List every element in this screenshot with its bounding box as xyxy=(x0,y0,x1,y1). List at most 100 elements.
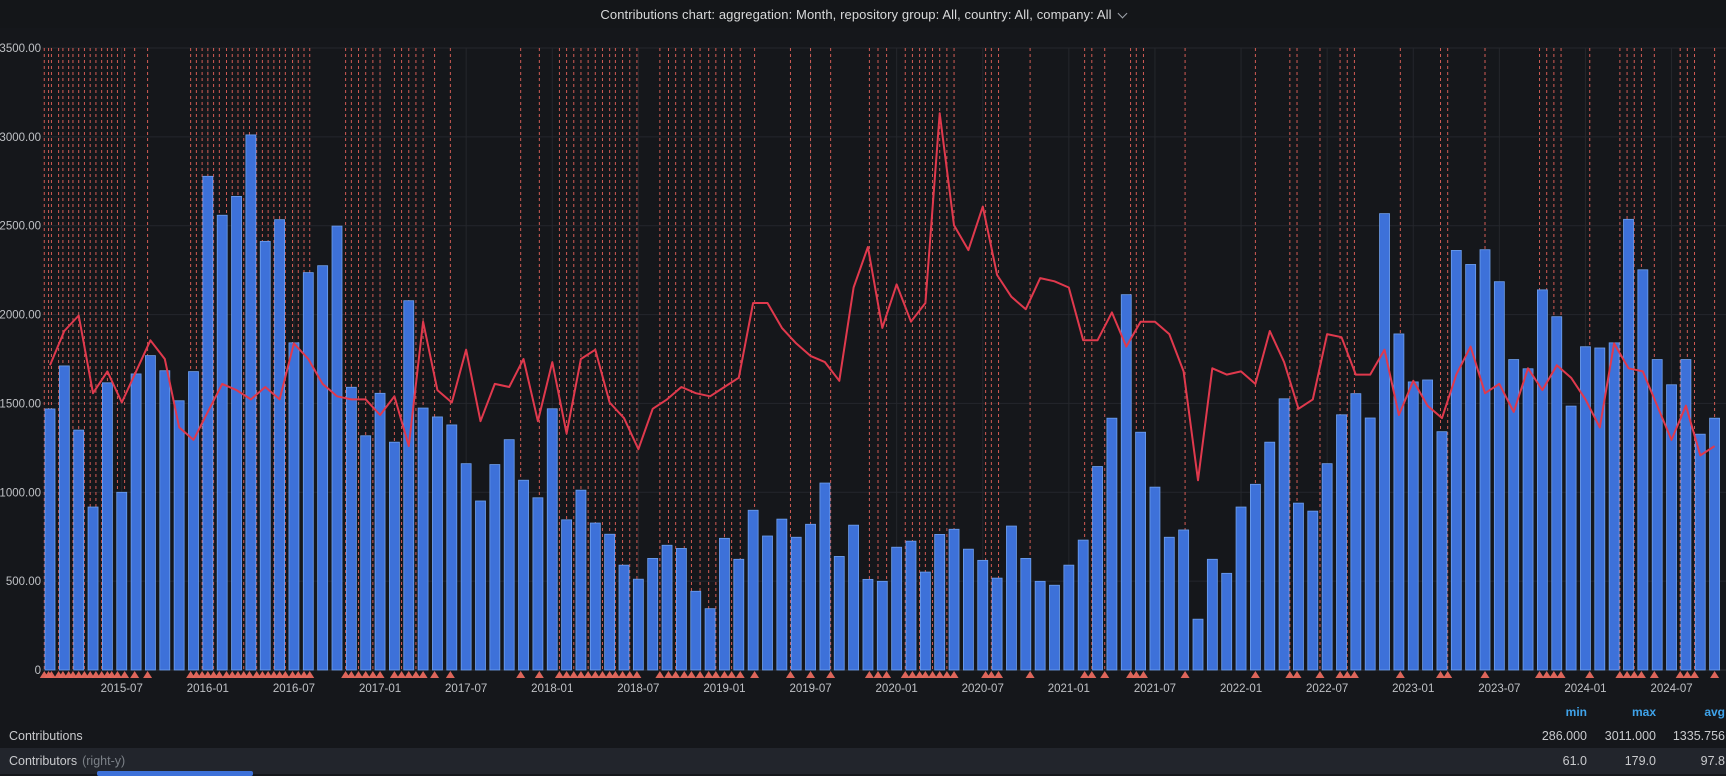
annotation-marker-icon xyxy=(1335,671,1345,678)
contributions-bar xyxy=(432,416,443,671)
y-axis-tick-label: 0 xyxy=(35,665,41,677)
annotation-marker-icon xyxy=(554,671,564,678)
contributions-bar xyxy=(1565,405,1577,671)
annotation-marker-icon xyxy=(1087,671,1097,678)
x-axis-tick-label: 2019-07 xyxy=(789,683,831,695)
annotation-marker-icon xyxy=(1585,671,1595,678)
contributions-bar xyxy=(1293,502,1304,671)
chart-area[interactable]: 3500.00 3000.00 2500.00 2000.00 1500.00 1000.… xyxy=(0,28,1726,700)
contributions-bar xyxy=(1422,379,1433,671)
contributions-bar xyxy=(762,535,773,671)
contributions-bar xyxy=(1651,359,1663,671)
chevron-down-icon[interactable] xyxy=(1117,8,1128,18)
contributions-bar xyxy=(403,300,415,671)
annotation-marker-icon xyxy=(214,671,224,678)
annotation-marker-icon xyxy=(1682,671,1692,678)
contributors-line xyxy=(49,112,1716,482)
annotation-marker-icon xyxy=(949,671,959,678)
annotation-marker-icon xyxy=(252,671,262,678)
y-axis-tick-label: 3500.00 xyxy=(0,43,41,55)
legend-scrollbar-thumb[interactable] xyxy=(97,771,253,776)
annotation-marker-icon xyxy=(368,671,378,678)
contributions-bar xyxy=(1680,359,1692,671)
legend-series-contributions[interactable]: Contributions xyxy=(9,729,83,743)
annotation-marker-icon xyxy=(361,671,371,678)
contributions-bar xyxy=(919,571,931,671)
annotation-marker-icon xyxy=(143,671,153,678)
panel-title-bar[interactable]: Contributions chart: aggregation: Month,… xyxy=(0,0,1726,28)
legend-header-min[interactable]: min xyxy=(1565,705,1587,719)
contributions-bar xyxy=(1450,250,1462,671)
annotation-marker-icon xyxy=(663,671,673,678)
annotation-marker-icon xyxy=(785,671,795,678)
contributions-bar xyxy=(374,392,386,671)
contributors-min-value: 61.0 xyxy=(1562,754,1587,768)
annotation-marker-icon xyxy=(299,671,309,678)
annotation-marker-icon xyxy=(750,671,760,678)
contributions-bar xyxy=(518,479,529,671)
contributions-bar xyxy=(1522,368,1534,671)
contributions-bar xyxy=(331,225,343,671)
annotation-marker-icon xyxy=(74,671,84,678)
annotation-marker-icon xyxy=(275,671,285,678)
legend-header-avg[interactable]: avg xyxy=(1704,705,1725,719)
x-axis-tick-label: 2017-01 xyxy=(359,683,401,695)
contributors-avg-value: 97.8 xyxy=(1700,754,1725,768)
annotation-marker-icon xyxy=(920,671,930,678)
annotation-marker-icon xyxy=(203,671,213,678)
annotation-marker-icon xyxy=(632,671,642,678)
annotation-marker-icon xyxy=(695,671,705,678)
contributions-bar xyxy=(274,219,286,671)
annotation-marker-icon xyxy=(411,671,421,678)
annotation-marker-icon xyxy=(107,671,117,678)
annotation-marker-icon xyxy=(1690,671,1700,678)
x-axis-tick-label: 2017-07 xyxy=(445,683,487,695)
contributions-bar xyxy=(733,558,745,671)
annotation-marker-icon xyxy=(445,671,455,678)
legend-series-contributors[interactable]: Contributors xyxy=(9,754,78,768)
annotation-marker-icon xyxy=(233,671,243,678)
contributions-bar xyxy=(1192,618,1204,671)
contributions-bar xyxy=(1206,558,1218,671)
contributions-bar xyxy=(1393,333,1405,671)
annotation-marker-icon xyxy=(671,671,681,678)
x-axis-tick-label: 2023-01 xyxy=(1392,683,1434,695)
annotation-marker-icon xyxy=(1710,671,1720,678)
annotation-marker-icon xyxy=(1622,671,1632,678)
annotation-marker-icon xyxy=(389,671,399,678)
annotation-marker-icon xyxy=(269,671,279,678)
contributions-bar xyxy=(934,534,946,671)
x-axis-tick-label: 2016-07 xyxy=(273,683,315,695)
panel-title: Contributions chart: aggregation: Month,… xyxy=(600,6,1112,22)
contributions-bar xyxy=(1666,384,1677,671)
contributions-bar xyxy=(647,557,659,671)
annotation-marker-icon xyxy=(1292,671,1302,678)
contributions-bar xyxy=(417,407,429,671)
annotation-marker-icon xyxy=(610,671,620,678)
contributions-bar xyxy=(489,464,501,671)
contributions-bar xyxy=(561,519,572,671)
annotation-marker-icon xyxy=(711,671,721,678)
contributions-bar xyxy=(460,463,472,671)
y-axis-tick-label: 2500.00 xyxy=(0,221,41,233)
contributions-chart-canvas[interactable]: 3500.00 3000.00 2500.00 2000.00 1500.00 1000.… xyxy=(0,28,1726,700)
contributions-bar xyxy=(116,491,128,671)
contributions-bar xyxy=(1106,417,1118,671)
contributions-bar xyxy=(288,342,300,671)
x-axis-tick-label: 2022-01 xyxy=(1220,683,1262,695)
x-axis-tick-label: 2020-01 xyxy=(876,683,918,695)
annotation-marker-icon xyxy=(197,671,207,678)
x-axis-tick-label: 2018-07 xyxy=(617,683,659,695)
annotation-marker-icon xyxy=(288,671,298,678)
contributions-bar xyxy=(833,556,845,671)
contributions-bar xyxy=(819,482,831,671)
contributions-bar xyxy=(188,371,199,671)
annotation-marker-icon xyxy=(625,671,635,678)
annotation-marker-icon xyxy=(986,671,996,678)
contributions-bar xyxy=(58,365,70,671)
contributions-bar xyxy=(503,439,515,671)
contributions-bar xyxy=(145,355,156,671)
legend-row-contributors: Contributors (right-y) 61.0 179.0 97.8 xyxy=(0,748,1726,774)
legend-header-max[interactable]: max xyxy=(1631,705,1656,719)
